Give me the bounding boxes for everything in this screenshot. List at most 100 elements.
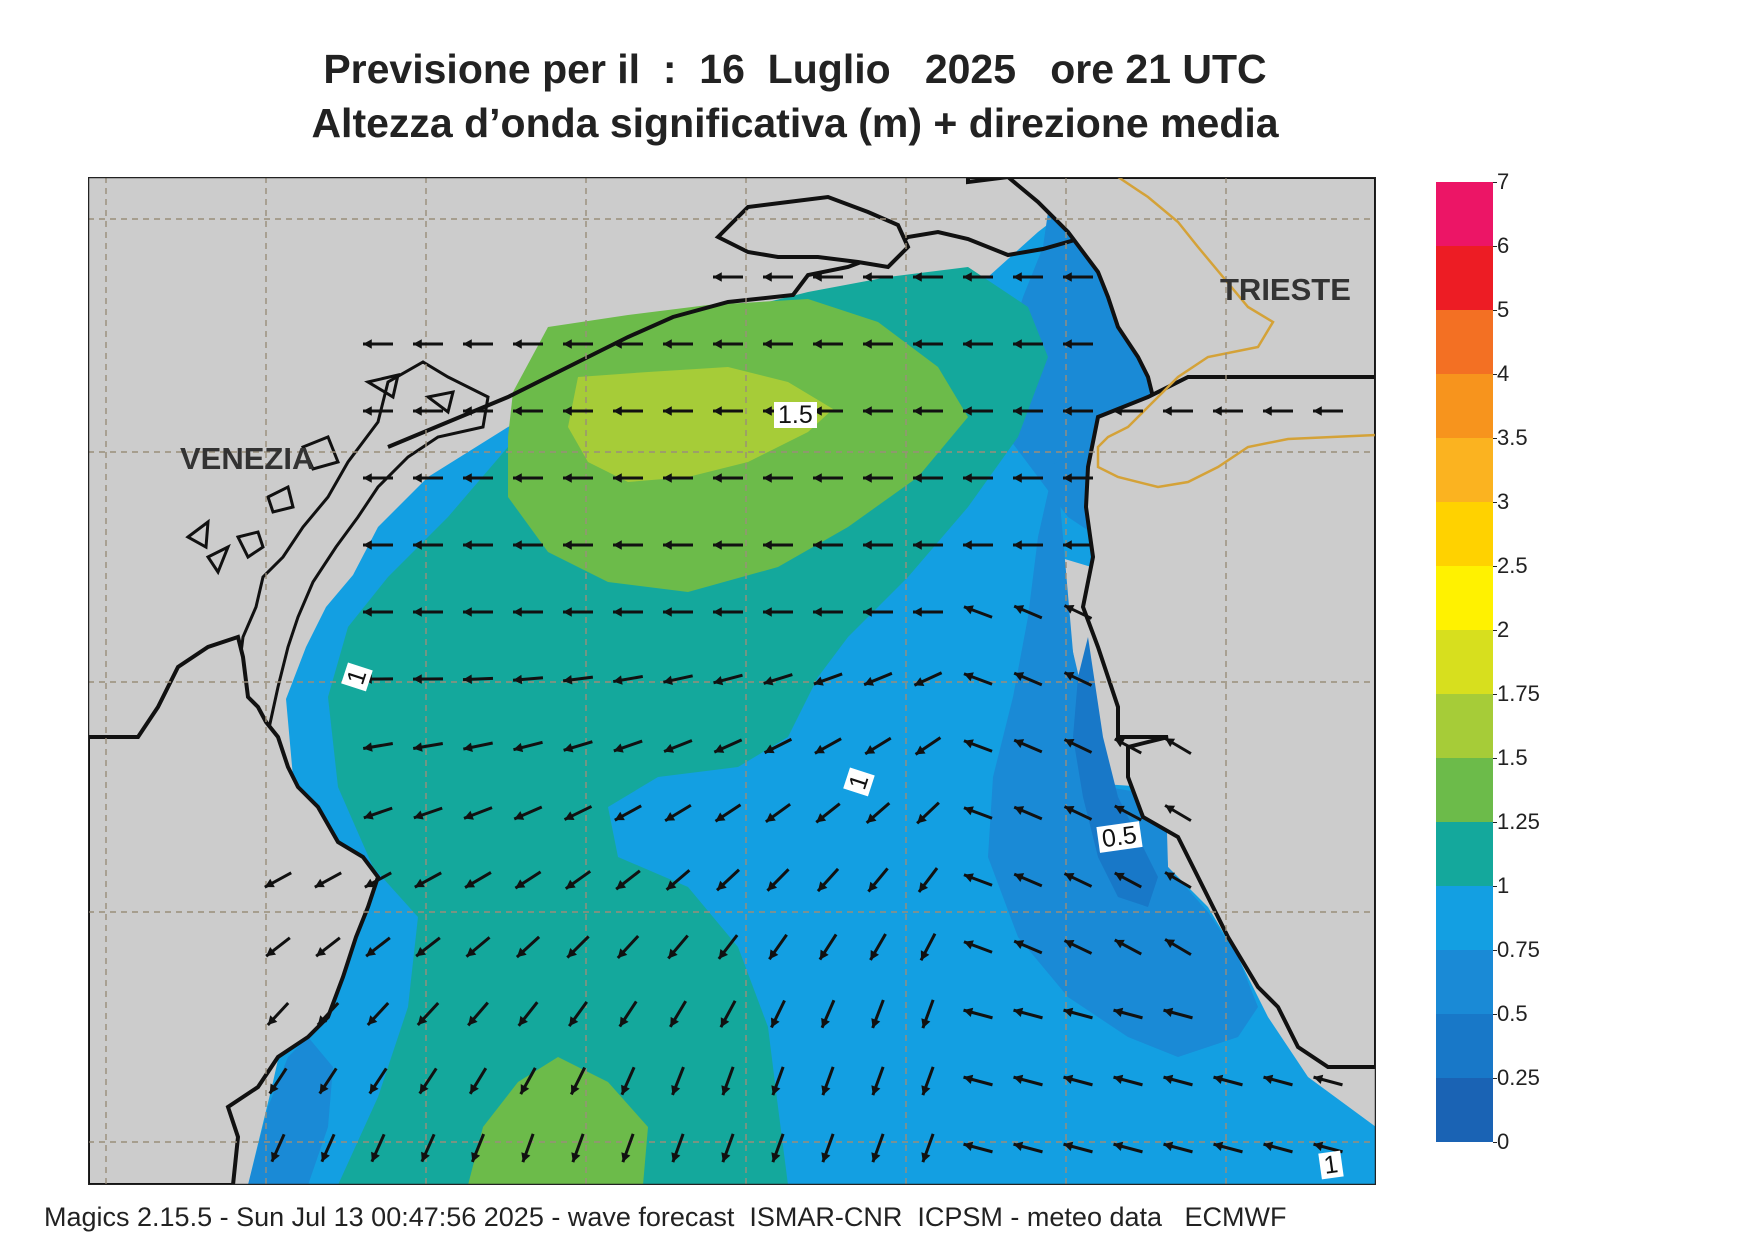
direction-arrow-head <box>763 607 772 617</box>
direction-arrow-head <box>769 949 779 960</box>
direction-arrow-head <box>364 878 375 888</box>
direction-arrow-head <box>920 950 930 961</box>
direction-arrow-head <box>317 1015 328 1026</box>
legend-color-swatch <box>1436 1078 1493 1142</box>
direction-arrow-head <box>516 947 527 958</box>
legend-label: 7 <box>1497 169 1510 194</box>
direction-arrow-head <box>471 1151 481 1162</box>
direction-arrow-head <box>765 812 776 822</box>
direction-arrow-head <box>463 540 472 550</box>
direction-arrow-head <box>514 811 525 820</box>
direction-arrow-head <box>563 540 572 550</box>
direction-arrow-head <box>1113 1074 1124 1085</box>
direction-arrow-head <box>367 1015 378 1026</box>
sea-band-150 <box>568 367 833 482</box>
direction-arrow-head <box>413 406 422 416</box>
city-label-trieste: TRIESTE <box>1220 272 1351 307</box>
direction-arrow-head <box>817 881 828 892</box>
legend-tick <box>1493 502 1497 503</box>
direction-arrow-head <box>366 947 377 957</box>
direction-arrow-head <box>513 473 522 483</box>
direction-arrow-head <box>1013 1007 1024 1018</box>
direction-arrow-head <box>264 878 275 888</box>
direction-arrow-head <box>513 674 523 685</box>
direction-arrow-head <box>871 1152 881 1163</box>
direction-arrow-head <box>663 675 673 686</box>
map-subtitle: Altezza d’onda significativa (m) + direz… <box>311 100 1279 146</box>
direction-arrow-head <box>1013 339 1022 349</box>
direction-arrow-head <box>963 540 972 550</box>
direction-arrow-head <box>813 406 822 416</box>
direction-arrow-head <box>770 1017 780 1028</box>
direction-arrow-head <box>863 406 872 416</box>
direction-arrow-head <box>613 339 622 349</box>
direction-arrow-head <box>863 607 872 617</box>
direction-arrow-head <box>868 881 878 892</box>
direction-arrow-head <box>721 1152 731 1163</box>
legend-color-swatch <box>1436 630 1493 694</box>
direction-arrow-head <box>513 339 522 349</box>
direction-arrow-head <box>1313 406 1322 416</box>
legend-label: 0.75 <box>1497 937 1540 962</box>
direction-arrow-head <box>619 1016 629 1027</box>
direction-arrow-head <box>1165 738 1176 747</box>
direction-arrow-head <box>713 272 722 282</box>
direction-arrow-head <box>1063 272 1072 282</box>
direction-arrow-head <box>821 1152 831 1163</box>
legend-label: 1 <box>1497 873 1510 898</box>
legend-tick <box>1493 566 1497 567</box>
legend-color-swatch <box>1436 310 1493 374</box>
direction-arrow-head <box>1114 738 1125 748</box>
direction-arrow-head <box>1014 739 1025 748</box>
direction-arrow-head <box>363 607 372 617</box>
border-line <box>1096 177 1376 489</box>
direction-arrow-head <box>813 540 822 550</box>
direction-arrow-head <box>563 339 572 349</box>
direction-arrow-head <box>613 675 623 685</box>
direction-arrow-head <box>963 739 974 749</box>
legend-color-swatch <box>1436 246 1493 310</box>
direction-arrow-head <box>913 406 922 416</box>
legend-tick <box>1493 758 1497 759</box>
direction-arrow-head <box>1013 406 1022 416</box>
direction-arrow-head <box>369 1083 379 1094</box>
direction-arrow-head <box>570 1084 580 1095</box>
direction-arrow-head <box>866 813 877 823</box>
direction-arrow-head <box>1064 604 1075 614</box>
legend-color-swatch <box>1436 182 1493 246</box>
direction-arrow-head <box>813 473 822 483</box>
direction-arrow-head <box>513 607 522 617</box>
direction-arrow-head <box>465 879 476 888</box>
direction-arrow-head <box>466 947 477 957</box>
direction-arrow-head <box>316 947 327 957</box>
legend-tick <box>1493 438 1497 439</box>
legend-tick <box>1493 822 1497 823</box>
legend-color-swatch <box>1436 566 1493 630</box>
direction-arrow-head <box>567 947 577 958</box>
legend-label: 3 <box>1497 489 1510 514</box>
direction-arrow-head <box>963 1141 974 1152</box>
legend-tick <box>1493 950 1497 951</box>
direction-arrow-head <box>921 1085 931 1096</box>
direction-arrow-head <box>563 607 572 617</box>
direction-arrow-head <box>713 675 724 686</box>
direction-arrow-head <box>520 1084 530 1095</box>
direction-arrow-head <box>1213 1141 1224 1152</box>
direction-arrow-head <box>915 745 926 755</box>
direction-arrow-head <box>963 672 974 682</box>
direction-arrow-head <box>1064 805 1075 815</box>
legend-color-swatch <box>1436 950 1493 1014</box>
direction-arrow-head <box>1014 605 1025 614</box>
legend-color-swatch <box>1436 502 1493 566</box>
direction-arrow-head <box>819 949 829 960</box>
direction-arrow-head <box>663 339 672 349</box>
direction-arrow-head <box>1313 1074 1324 1085</box>
direction-arrow-head <box>1263 406 1272 416</box>
direction-arrow-head <box>1013 1141 1024 1152</box>
direction-arrow-head <box>363 473 372 483</box>
wave-height-legend: 0 0.25 0.5 0.75 1 1.25 1.5 1.75 2 2.5 3 3.5 4 5 6 7 <box>1436 171 1666 1153</box>
direction-arrow-head <box>717 880 727 891</box>
direction-arrow-head <box>763 339 772 349</box>
direction-arrow-head <box>515 879 526 889</box>
legend-label: 2.5 <box>1497 553 1528 578</box>
